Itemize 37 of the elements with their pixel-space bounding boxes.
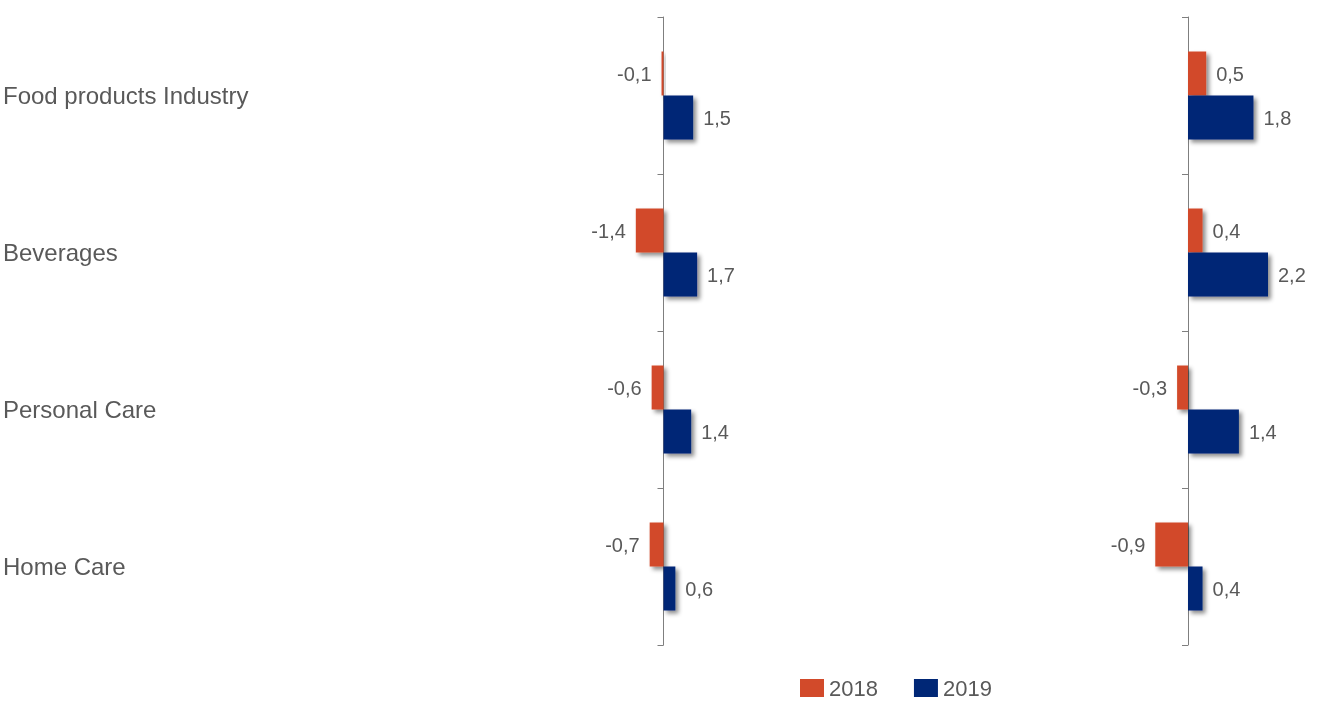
y-tick-label: Beverages xyxy=(3,239,118,266)
data-label: 0,5 xyxy=(1216,62,1244,85)
bar xyxy=(663,95,694,140)
data-label: -0,6 xyxy=(607,376,642,399)
bar xyxy=(1188,51,1207,96)
data-label: -1,4 xyxy=(591,219,626,242)
data-label: 0,4 xyxy=(1212,219,1241,242)
data-label: 1,4 xyxy=(1248,420,1277,443)
data-label: 1,7 xyxy=(707,263,735,286)
data-label: -0,1 xyxy=(617,62,652,85)
data-label: 1,5 xyxy=(703,106,731,129)
bar xyxy=(635,208,664,253)
y-tick-label: Personal Care xyxy=(3,396,157,423)
data-label: 0,6 xyxy=(685,577,714,600)
data-label: -0,7 xyxy=(605,533,640,556)
bar xyxy=(1188,95,1254,140)
y-tick-label: Food products Industry xyxy=(3,82,249,109)
data-label: 2,2 xyxy=(1278,263,1306,286)
y-tick-label: Home Care xyxy=(3,553,126,580)
data-label: -0,3 xyxy=(1132,376,1168,399)
bar xyxy=(1188,208,1203,253)
bar xyxy=(663,252,698,297)
bar xyxy=(1188,409,1239,454)
bar xyxy=(1188,252,1268,297)
bar xyxy=(649,522,664,567)
legend-label: 2019 xyxy=(942,675,992,701)
legend-label: 2018 xyxy=(829,675,878,701)
bar xyxy=(1155,522,1188,567)
bar xyxy=(663,409,692,454)
bar xyxy=(1188,566,1203,611)
data-label: -0,9 xyxy=(1110,533,1146,556)
bar xyxy=(663,566,676,611)
data-label: 1,4 xyxy=(701,420,729,443)
bar xyxy=(651,365,664,410)
data-label: 0,4 xyxy=(1212,577,1241,600)
data-label: 1,8 xyxy=(1263,106,1292,129)
bar xyxy=(1177,365,1188,410)
